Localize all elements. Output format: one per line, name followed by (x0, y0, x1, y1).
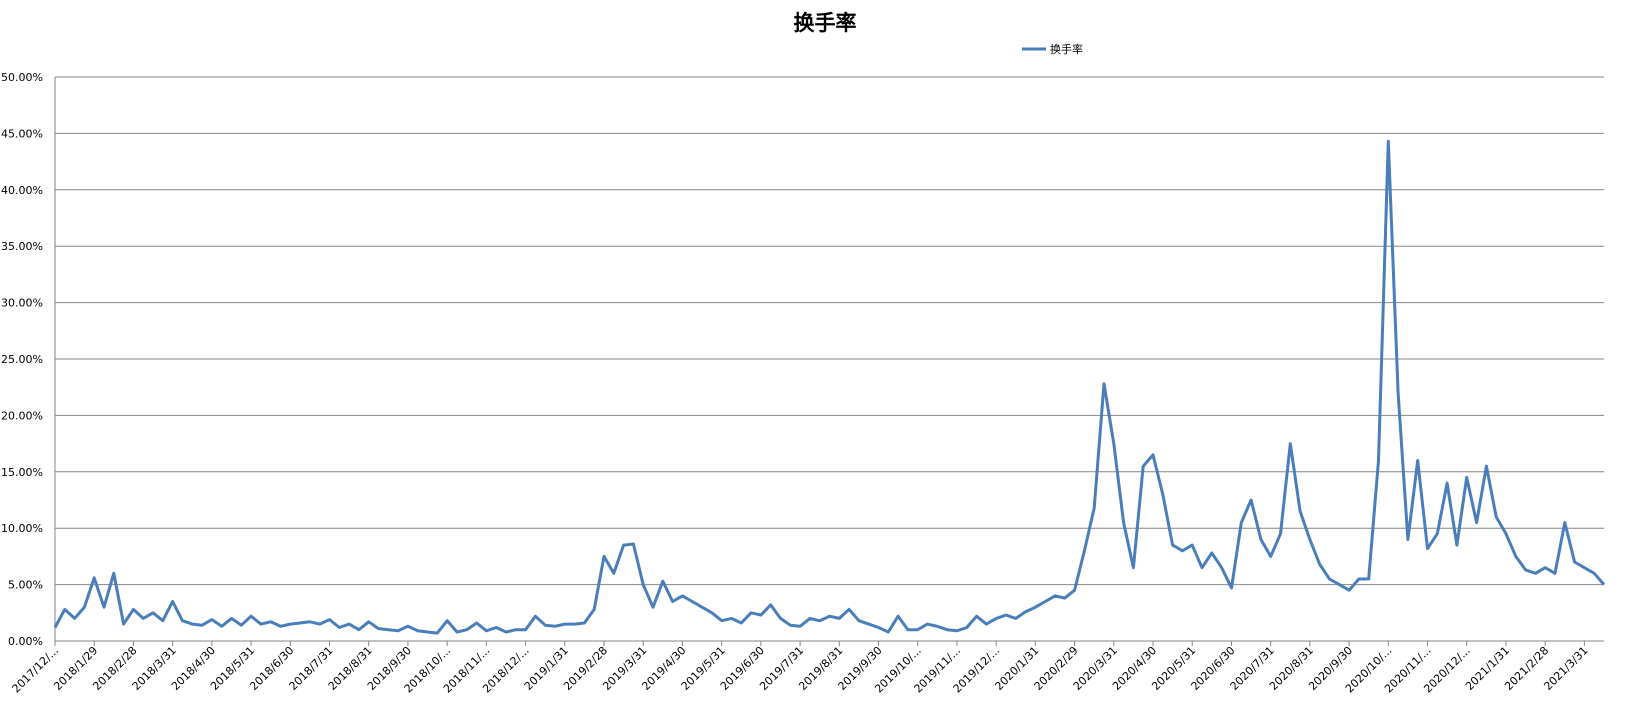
y-tick-label: 10.00% (1, 522, 43, 535)
legend-label: 换手率 (1050, 42, 1083, 56)
chart-title: 换手率 (794, 10, 857, 35)
y-tick-label: 40.00% (1, 184, 43, 197)
y-tick-label: 15.00% (1, 466, 43, 479)
x-tick-label: 2017/12/... (10, 644, 62, 696)
line (53, 139, 1606, 635)
y-tick-label: 45.00% (1, 127, 43, 140)
y-tick-label: 25.00% (1, 353, 43, 366)
y-tick-label: 20.00% (1, 409, 43, 422)
y-tick-label: 0.00% (8, 635, 43, 648)
y-tick-label: 30.00% (1, 297, 43, 310)
y-tick-label: 5.00% (8, 579, 43, 592)
y-tick-label: 50.00% (1, 71, 43, 84)
y-tick-label: 35.00% (1, 240, 43, 253)
